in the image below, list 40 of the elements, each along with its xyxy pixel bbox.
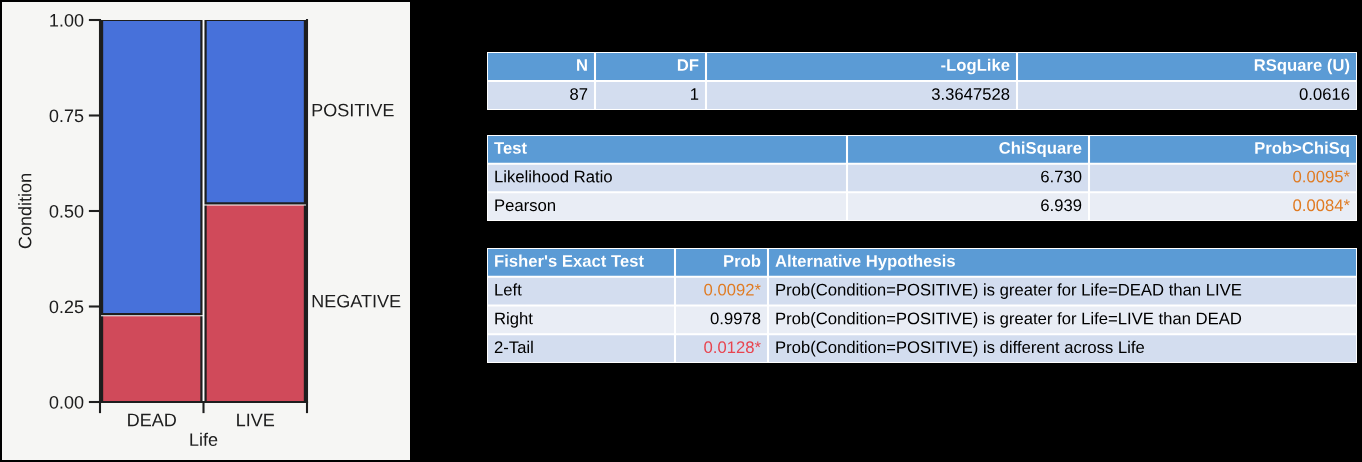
x-axis-title: Life <box>190 432 218 446</box>
text: Prob(Condition=POSITIVE) is greater for Life=LIVE than DEAD <box>776 312 1242 328</box>
text: 0.0616 <box>1299 88 1350 100</box>
text: Pearson <box>495 199 555 212</box>
text: Prob(Condition=POSITIVE) is greater for Life=DEAD than LIVE <box>776 283 1242 299</box>
category-label: Prob <box>724 254 761 267</box>
text: 6.730 <box>1041 170 1082 183</box>
text: 6.939 <box>1041 199 1082 212</box>
text: Prob(Condition=POSITIVE) is different across Life <box>776 340 1145 357</box>
y-tick-label: 0.00 <box>49 395 84 409</box>
x-tick-label: DEAD <box>128 413 176 427</box>
text: 0.0128* <box>704 341 761 354</box>
category-label: RSquare (U) <box>1254 58 1350 75</box>
text: Right <box>495 312 533 328</box>
series-label: POSITIVE <box>312 103 394 117</box>
category-label: ChiSquare <box>999 141 1082 158</box>
text: 0.9978 <box>710 312 761 325</box>
text: 87 <box>570 88 588 100</box>
category-label: N <box>577 59 587 71</box>
y-tick-label: 0.50 <box>49 204 84 218</box>
x-tick-label: LIVE <box>237 413 275 427</box>
text: Left <box>495 283 522 296</box>
text: 1 <box>691 88 699 100</box>
text: 2-Tail <box>494 340 533 354</box>
text: 0.0092* <box>704 283 761 296</box>
y-axis-title: Condition <box>18 174 32 249</box>
category-label: Fisher's Exact Test <box>495 254 644 267</box>
y-tick-label: 0.75 <box>49 109 84 123</box>
category-label: Prob>ChiSq <box>1255 141 1349 158</box>
text: 3.3647528 <box>931 88 1010 100</box>
series-label: NEGATIVE <box>312 294 401 308</box>
category-label: Test <box>494 142 527 154</box>
text: Likelihood Ratio <box>495 170 612 183</box>
y-tick-label: 1.00 <box>50 13 84 27</box>
text: 0.0095* <box>1293 170 1350 183</box>
category-label: Alternative Hypothesis <box>775 254 955 271</box>
category-label: DF <box>677 59 699 71</box>
y-tick-label: 0.25 <box>49 300 84 314</box>
category-label: -LogLike <box>941 58 1010 75</box>
text: 0.0084* <box>1293 199 1350 212</box>
